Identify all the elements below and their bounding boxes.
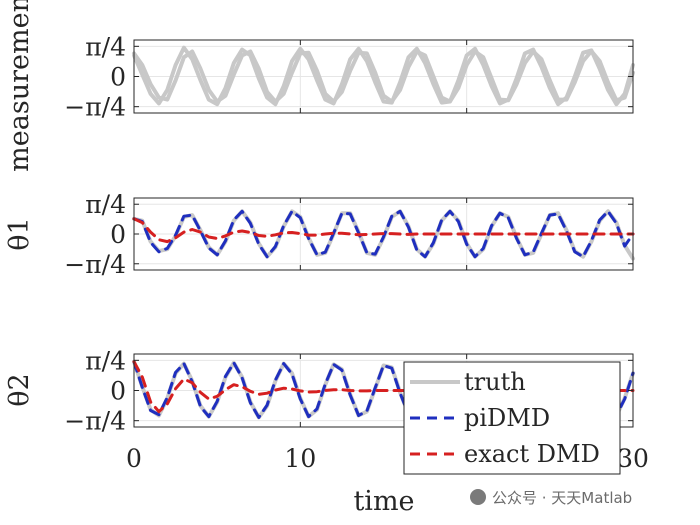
y-axis-label: measurement <box>4 0 35 172</box>
wechat-icon <box>470 489 486 505</box>
y-axis-label: θ2 <box>4 373 35 406</box>
y-tick-label: −π/4 <box>64 407 126 436</box>
y-tick-label: 0 <box>110 377 126 406</box>
series-measurement-line <box>132 45 635 107</box>
y-tick-label: 0 <box>110 220 126 249</box>
watermark-text: 公众号 · 天天Matlab <box>492 489 632 507</box>
x-tick-label: 0 <box>126 444 142 473</box>
x-tick-label: 10 <box>284 444 316 473</box>
y-axis-label: θ1 <box>4 217 35 250</box>
y-tick-label: π/4 <box>85 32 126 61</box>
legend-label: piDMD <box>464 404 550 432</box>
legend-label: exact DMD <box>464 440 600 468</box>
y-tick-label: 0 <box>110 63 126 92</box>
series-exact-dmd-line <box>132 217 635 244</box>
legend-label: truth <box>464 368 526 396</box>
x-tick-label: 30 <box>617 444 649 473</box>
y-tick-label: π/4 <box>85 346 126 375</box>
series-measurement-line <box>132 49 635 104</box>
y-tick-label: −π/4 <box>64 93 126 122</box>
series-pidmd-line <box>132 209 635 259</box>
y-tick-label: π/4 <box>85 190 126 219</box>
x-axis-label: time <box>353 486 414 517</box>
y-tick-label: −π/4 <box>64 250 126 279</box>
